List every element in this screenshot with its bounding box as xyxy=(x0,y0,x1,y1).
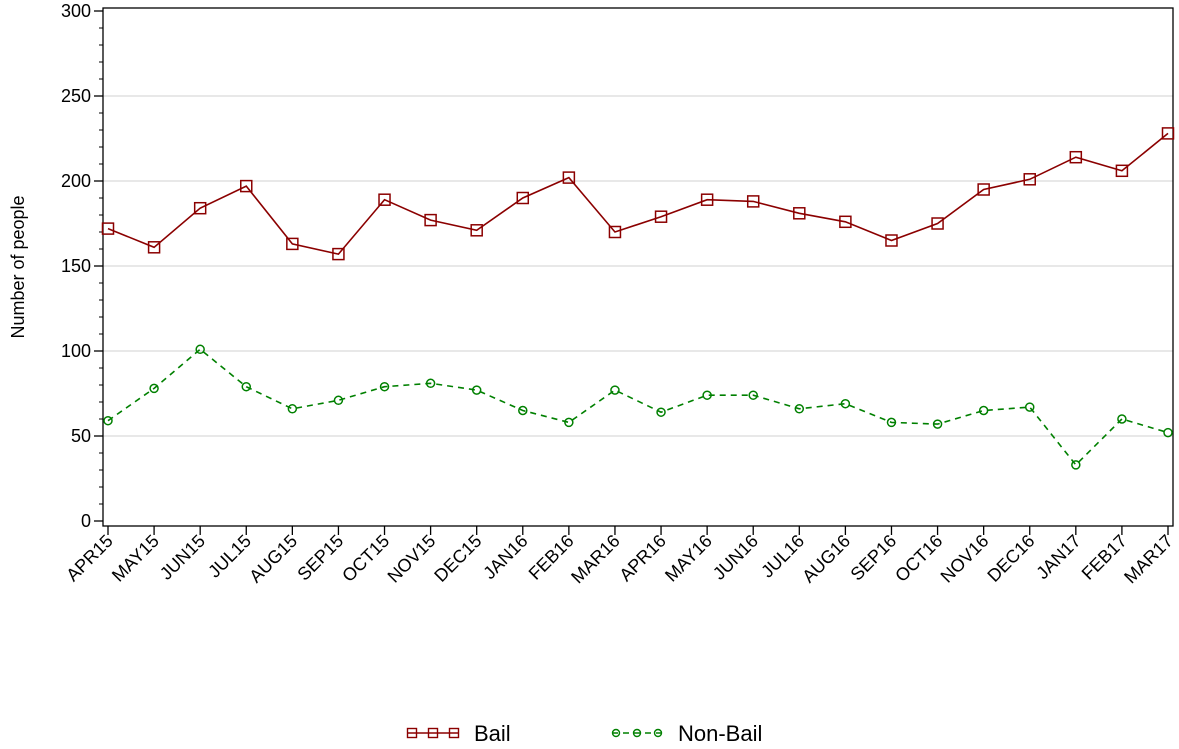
x-tick-label: OCT15 xyxy=(338,531,393,586)
x-tick-label: APR16 xyxy=(615,531,669,585)
plot-frame xyxy=(102,7,1174,527)
gridlines xyxy=(103,95,1173,437)
y-tick-label: 200 xyxy=(61,171,91,191)
data-point-bail xyxy=(1069,150,1083,164)
y-axis: 0 50 100 150 200 250 300 xyxy=(61,1,103,531)
legend-marker-non-bail xyxy=(611,728,621,738)
data-point-non-bail xyxy=(518,405,528,416)
data-point-bail xyxy=(885,234,898,247)
data-point-non-bail xyxy=(978,405,989,416)
legend-marker-bail xyxy=(406,727,418,739)
x-tick-label: JAN17 xyxy=(1032,531,1084,583)
data-point-non-bail xyxy=(610,385,620,395)
data-point-bail xyxy=(931,217,944,230)
data-point-non-bail xyxy=(1163,427,1173,438)
x-tick-label: NOV16 xyxy=(937,531,993,587)
legend-label-non-bail: Non-Bail xyxy=(678,721,762,746)
x-tick-label: MAY16 xyxy=(661,531,716,586)
data-point-bail xyxy=(700,193,714,206)
data-point-non-bail xyxy=(840,398,851,409)
data-point-bail xyxy=(332,247,345,261)
data-point-bail xyxy=(240,179,253,193)
legend: Bail Non-Bail xyxy=(406,721,762,746)
data-point-non-bail xyxy=(656,407,666,417)
x-tick-label: AUG15 xyxy=(245,531,301,587)
y-axis-title: Number of people xyxy=(8,195,28,338)
data-point-non-bail xyxy=(195,344,205,355)
data-point-bail xyxy=(839,215,852,229)
x-axis: APR15MAY15JUN15JUL15AUG15SEP15OCT15NOV15… xyxy=(62,526,1177,588)
y-tick-label: 50 xyxy=(71,426,91,446)
x-tick-label: AUG16 xyxy=(798,531,854,587)
data-point-bail xyxy=(193,201,207,215)
data-point-non-bail xyxy=(748,390,758,400)
data-point-bail xyxy=(101,222,115,235)
x-tick-label: OCT16 xyxy=(891,531,946,586)
data-point-non-bail xyxy=(886,417,897,428)
legend-item-non-bail: Non-Bail xyxy=(611,721,762,746)
data-point-bail xyxy=(147,241,161,254)
data-point-non-bail xyxy=(702,390,712,400)
data-point-bail xyxy=(977,183,990,196)
data-point-non-bail xyxy=(1024,402,1035,412)
data-point-non-bail xyxy=(241,381,252,392)
data-point-bail xyxy=(378,193,391,206)
data-point-bail xyxy=(286,237,299,251)
data-point-non-bail xyxy=(333,395,344,406)
y-tick-label: 0 xyxy=(81,511,91,531)
x-tick-label: MAY15 xyxy=(108,531,163,586)
x-tick-label: MAR17 xyxy=(1120,531,1177,588)
data-point-bail xyxy=(470,224,483,237)
data-point-non-bail xyxy=(471,385,482,395)
y-tick-label: 250 xyxy=(61,86,91,106)
data-point-bail xyxy=(654,210,668,223)
x-tick-label: JAN16 xyxy=(479,531,531,583)
data-point-non-bail xyxy=(103,415,113,426)
legend-item-bail: Bail xyxy=(406,721,511,746)
data-point-non-bail xyxy=(287,404,298,414)
data-point-non-bail xyxy=(1117,414,1127,424)
data-point-bail xyxy=(608,225,622,239)
data-point-bail xyxy=(1023,173,1036,186)
series-layer xyxy=(101,127,1175,470)
legend-marker-bail xyxy=(448,727,460,739)
data-point-non-bail xyxy=(425,378,436,389)
data-point-bail xyxy=(746,195,760,208)
legend-marker-non-bail xyxy=(653,728,663,738)
legend-marker-bail xyxy=(427,727,439,739)
x-tick-label: JUN15 xyxy=(156,531,209,584)
data-point-non-bail xyxy=(149,383,159,394)
series-line-non-bail xyxy=(107,348,1169,467)
data-point-bail xyxy=(793,207,806,220)
data-point-non-bail xyxy=(794,404,805,414)
legend-label-bail: Bail xyxy=(474,721,511,746)
x-tick-label: DEC16 xyxy=(983,531,1038,586)
x-tick-label: MAR16 xyxy=(567,531,624,588)
y-tick-label: 100 xyxy=(61,341,91,361)
x-tick-label: SEP16 xyxy=(847,531,901,585)
data-point-bail xyxy=(424,213,437,227)
data-point-bail xyxy=(1115,164,1129,178)
data-point-non-bail xyxy=(564,417,574,428)
data-point-bail xyxy=(516,191,530,205)
data-point-non-bail xyxy=(379,381,390,392)
y-tick-label: 300 xyxy=(61,1,91,21)
series-line-bail xyxy=(107,132,1169,255)
legend-marker-non-bail xyxy=(632,728,642,738)
x-tick-label: APR15 xyxy=(62,531,116,585)
x-tick-label: NOV15 xyxy=(384,531,440,587)
x-tick-label: SEP15 xyxy=(293,531,347,585)
data-point-bail xyxy=(1161,127,1175,140)
x-tick-label: DEC15 xyxy=(430,531,485,586)
data-point-non-bail xyxy=(1071,460,1081,470)
data-point-bail xyxy=(562,171,576,184)
data-point-non-bail xyxy=(932,419,943,429)
x-tick-label: JUN16 xyxy=(709,531,762,584)
y-tick-label: 150 xyxy=(61,256,91,276)
